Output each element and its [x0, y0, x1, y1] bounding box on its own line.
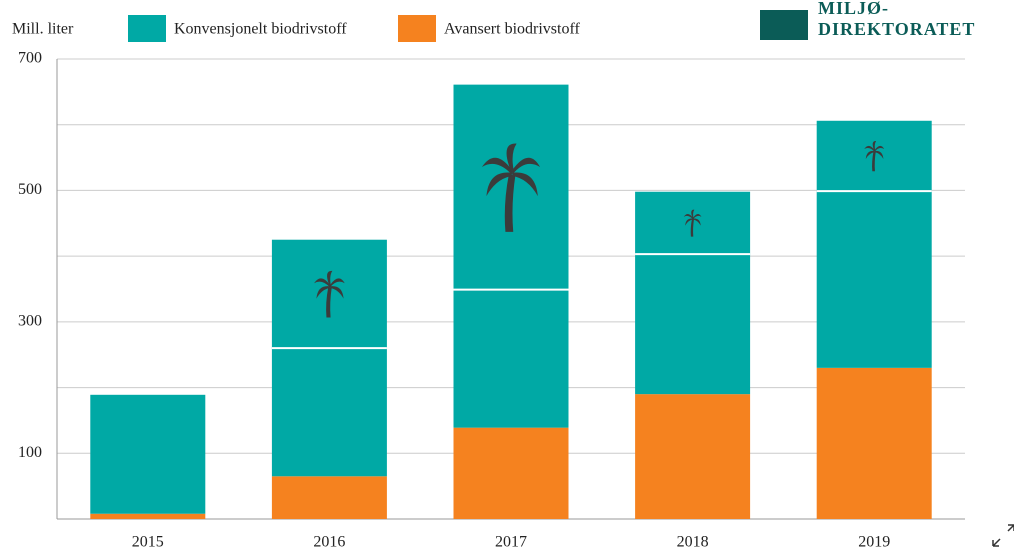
x-tick-label: 2019: [858, 534, 890, 551]
x-tick-label: 2017: [495, 534, 527, 551]
logo-text: DIREKTORATET: [818, 19, 975, 39]
expand-icon[interactable]: [992, 524, 1014, 547]
x-tick-label: 2018: [677, 534, 709, 551]
bar-segment: [271, 476, 387, 519]
logo-mark: [760, 10, 808, 40]
legend-swatch: [398, 15, 436, 42]
y-tick-label: 300: [18, 313, 42, 330]
x-tick-label: 2015: [132, 534, 164, 551]
bar-segment: [90, 513, 206, 519]
bar-segment: [816, 367, 932, 519]
legend-label: Konvensjonelt biodrivstoff: [174, 21, 347, 38]
y-tick-label: 700: [18, 50, 42, 67]
bar-segment: [453, 84, 569, 428]
logo-text: MILJØ-: [818, 0, 889, 18]
legend-label: Avansert biodrivstoff: [444, 21, 581, 38]
bar-segment: [635, 394, 751, 519]
x-tick-label: 2016: [313, 534, 345, 551]
y-axis-label: Mill. liter: [12, 21, 74, 38]
legend-swatch: [128, 15, 166, 42]
bar-segment: [90, 394, 206, 514]
y-tick-label: 100: [18, 444, 42, 461]
y-tick-label: 500: [18, 181, 42, 198]
bar-segment: [453, 427, 569, 519]
